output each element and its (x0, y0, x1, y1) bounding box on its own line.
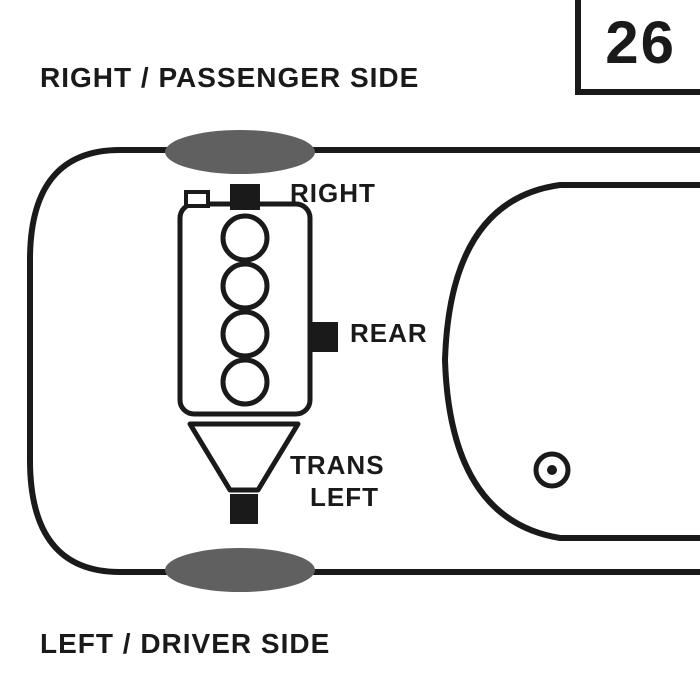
mount-rear-label: REAR (350, 318, 428, 349)
mount-right (230, 184, 260, 210)
mount-left-label: LEFT (310, 482, 379, 513)
mount-trans-label: TRANS (290, 450, 385, 481)
cabin-outline (445, 185, 700, 538)
mount-left (230, 494, 258, 524)
engine-tab (186, 192, 208, 206)
mount-rear (310, 322, 338, 352)
wheel-front-left (165, 548, 315, 592)
wheel-front-right (165, 130, 315, 174)
fuel-cap-inner (547, 465, 557, 475)
diagram-svg (0, 0, 700, 700)
mount-right-label: RIGHT (290, 178, 376, 209)
transmission (190, 424, 298, 490)
